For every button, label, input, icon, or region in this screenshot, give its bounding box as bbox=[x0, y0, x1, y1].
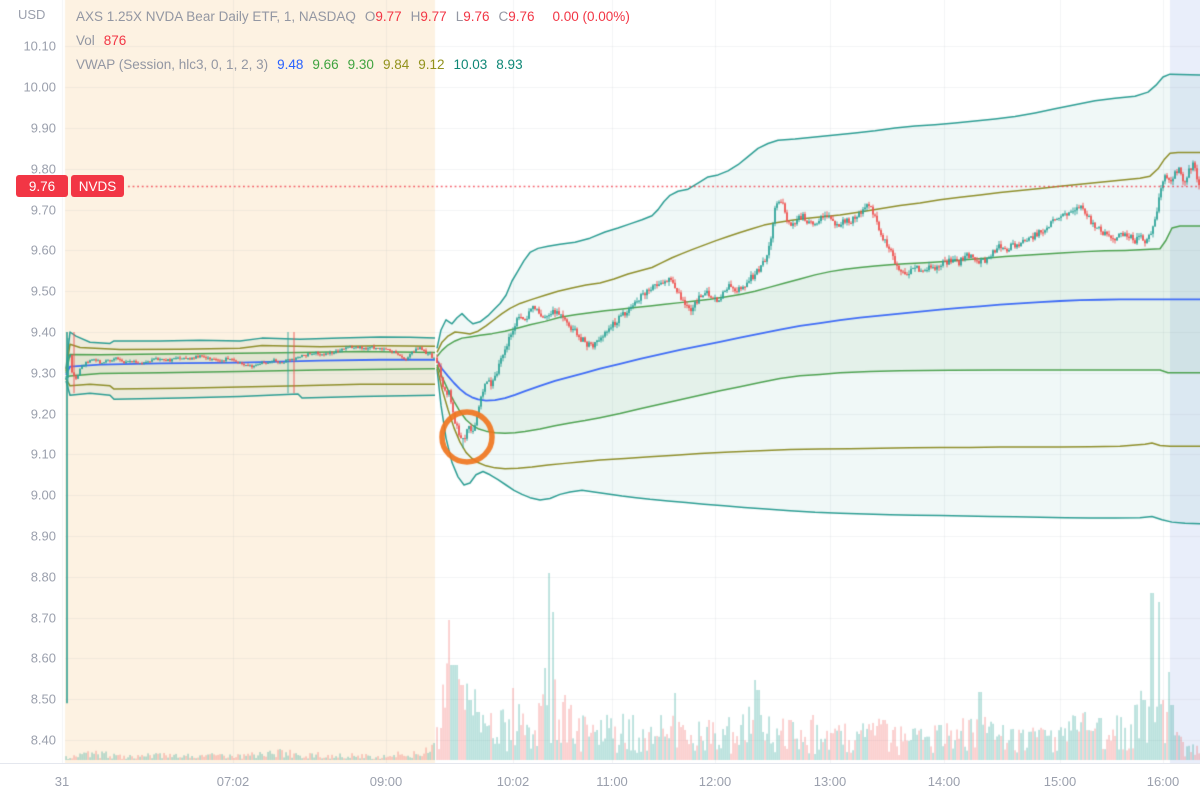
last-price-badge: 9.76 bbox=[16, 175, 68, 197]
price-tick-label: 8.40 bbox=[30, 732, 56, 748]
price-tick-label: 9.30 bbox=[30, 365, 56, 381]
time-tick-label: 16:00 bbox=[1146, 774, 1180, 789]
volume-legend-row[interactable]: Vol 876 bbox=[76, 29, 630, 53]
price-tick-label: 8.50 bbox=[30, 691, 56, 707]
price-tick-label: 9.50 bbox=[30, 283, 56, 299]
price-tick-label: 9.80 bbox=[30, 161, 56, 177]
time-tick-label: 11:00 bbox=[596, 774, 628, 789]
volume-label: Vol bbox=[76, 33, 95, 48]
vwap-value-4: 9.12 bbox=[418, 57, 445, 72]
price-tick-label: 8.90 bbox=[30, 528, 56, 544]
price-tick-label: 9.20 bbox=[30, 406, 56, 422]
ohlc-item-o: O9.77 bbox=[364, 9, 402, 24]
volume-value: 876 bbox=[103, 33, 127, 48]
time-tick-label: 31 bbox=[54, 774, 70, 789]
ohlc-values: O9.77 H9.77 L9.76 C9.76 bbox=[365, 5, 544, 29]
symbol-badge-text: NVDS bbox=[78, 178, 117, 194]
vwap-value-2: 9.30 bbox=[347, 57, 374, 72]
vwap-value-5: 10.03 bbox=[453, 57, 488, 72]
time-tick-label: 07:02 bbox=[216, 774, 250, 789]
time-tick-label: 09:00 bbox=[369, 774, 403, 789]
price-tick-label: 8.70 bbox=[30, 610, 56, 626]
time-axis[interactable]: 31 07:02 09:00 10:02 11:00 12:00 13:00 14:00 15:… bbox=[0, 763, 1200, 803]
price-tick-label: 8.60 bbox=[30, 650, 56, 666]
change-value: 0.00 (0.00%) bbox=[552, 9, 630, 24]
chart-legend: AXS 1.25X NVDA Bear Daily ETF, 1, NASDAQ… bbox=[76, 5, 630, 77]
vwap-label: VWAP (Session, hlc3, 0, 1, 2, 3) bbox=[76, 57, 269, 72]
ohlc-item-l: L9.76 bbox=[455, 9, 490, 24]
vwap-values: 9.48 9.66 9.30 9.84 9.12 10.03 8.93 bbox=[277, 53, 531, 77]
time-tick-label: 15:00 bbox=[1043, 774, 1077, 789]
price-axis[interactable]: USD 10.10 10.00 9.90 9.80 9.70 9.60 9.50 9.40 9.… bbox=[0, 0, 64, 763]
price-tick-label: 9.70 bbox=[30, 202, 56, 218]
price-tick-label: 9.00 bbox=[30, 487, 56, 503]
symbol-title[interactable]: AXS 1.25X NVDA Bear Daily ETF, 1, NASDAQ bbox=[76, 9, 356, 24]
time-tick-label: 14:00 bbox=[927, 774, 961, 789]
price-tick-label: 10.10 bbox=[23, 38, 56, 54]
symbol-legend-row[interactable]: AXS 1.25X NVDA Bear Daily ETF, 1, NASDAQ… bbox=[76, 5, 630, 29]
time-tick-label: 12:00 bbox=[698, 774, 732, 789]
vwap-legend-row[interactable]: VWAP (Session, hlc3, 0, 1, 2, 3) 9.48 9.6… bbox=[76, 53, 630, 77]
price-tick-label: 10.00 bbox=[23, 79, 56, 95]
price-tick-label: 9.40 bbox=[30, 324, 56, 340]
vwap-value-0: 9.48 bbox=[277, 57, 304, 72]
currency-label: USD bbox=[18, 7, 46, 22]
ohlc-item-h: H9.77 bbox=[410, 9, 447, 24]
time-tick-label: 13:00 bbox=[813, 774, 847, 789]
price-tick-label: 9.10 bbox=[30, 446, 56, 462]
vwap-value-1: 9.66 bbox=[312, 57, 339, 72]
vwap-value-3: 9.84 bbox=[382, 57, 410, 72]
last-price-value: 9.76 bbox=[28, 178, 56, 194]
price-tick-label: 9.90 bbox=[30, 120, 56, 136]
time-tick-label: 10:02 bbox=[496, 774, 530, 789]
price-tick-label: 9.60 bbox=[30, 242, 56, 258]
vwap-value-6: 8.93 bbox=[496, 57, 523, 72]
symbol-badge: NVDS bbox=[71, 175, 124, 197]
ohlc-item-c: C9.76 bbox=[498, 9, 535, 24]
price-tick-label: 8.80 bbox=[30, 569, 56, 585]
